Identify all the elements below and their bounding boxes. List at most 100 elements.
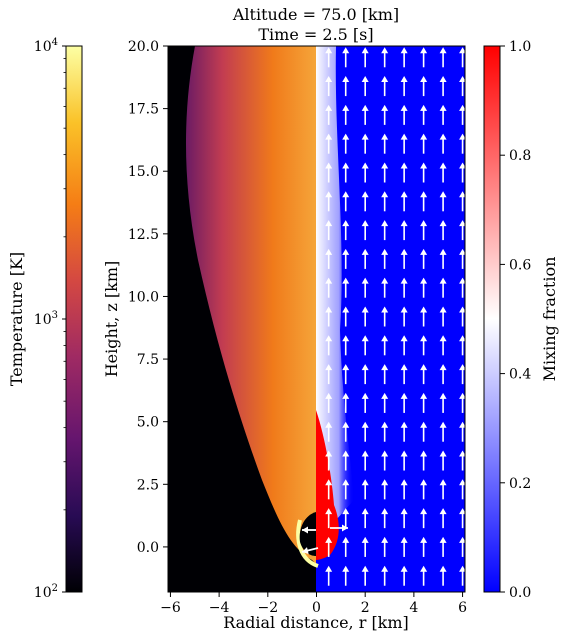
cold-region bbox=[168, 46, 316, 592]
velocity-arrow-head bbox=[400, 536, 408, 543]
velocity-arrow-head bbox=[342, 248, 350, 255]
velocity-arrow-head bbox=[400, 364, 408, 371]
velocity-arrow-head bbox=[439, 364, 447, 371]
velocity-arrow-head bbox=[439, 162, 447, 169]
velocity-arrow-head bbox=[381, 565, 389, 572]
temperature-colorbar-fill bbox=[65, 45, 83, 593]
velocity-arrow-head bbox=[342, 133, 350, 140]
mixing-label: Mixing fraction bbox=[540, 257, 559, 382]
velocity-arrow-head bbox=[459, 47, 465, 54]
velocity-arrow-head bbox=[325, 191, 333, 198]
velocity-arrow-head bbox=[459, 421, 465, 428]
velocity-arrow-head bbox=[325, 76, 333, 83]
velocity-arrow-head bbox=[342, 392, 350, 399]
x-tick-label: −4 bbox=[209, 600, 230, 616]
velocity-arrow-head bbox=[420, 421, 428, 428]
velocity-arrow-head bbox=[439, 508, 447, 515]
velocity-arrow-head bbox=[381, 508, 389, 515]
velocity-arrow-head bbox=[325, 392, 333, 399]
shock-arrow-head bbox=[302, 547, 309, 554]
temperature-ticks: 102 103 104 bbox=[34, 37, 66, 601]
x-axis-label: Radial distance, r [km] bbox=[223, 613, 409, 632]
shock-arrow-head bbox=[302, 526, 308, 534]
bow-shock-glow bbox=[296, 519, 319, 568]
velocity-arrow-head bbox=[361, 104, 369, 111]
mixing-ticks: 0.0 0.2 0.4 0.6 0.8 1.0 bbox=[500, 39, 531, 601]
velocity-arrow-head bbox=[361, 47, 369, 54]
velocity-arrow-head bbox=[325, 421, 333, 428]
velocity-arrow-head bbox=[381, 248, 389, 255]
velocity-arrow-head bbox=[459, 76, 465, 83]
velocity-arrow-head bbox=[439, 479, 447, 486]
mixing-colorbar: 0.0 0.2 0.4 0.6 0.8 1.0 Mixing fraction bbox=[483, 39, 559, 601]
x-tick-label: 4 bbox=[409, 600, 418, 616]
velocity-arrow-head bbox=[459, 162, 465, 169]
mixing-tick-label: 0.2 bbox=[509, 476, 531, 492]
velocity-arrow-head bbox=[420, 191, 428, 198]
velocity-arrow-head bbox=[420, 450, 428, 457]
velocity-arrow-head bbox=[381, 306, 389, 313]
x-tick-label: 0 bbox=[312, 600, 321, 616]
velocity-arrow-head bbox=[400, 565, 408, 572]
x-tick-label: 6 bbox=[458, 600, 467, 616]
velocity-arrow-head bbox=[361, 335, 369, 342]
velocity-arrow-head bbox=[361, 220, 369, 227]
velocity-arrow-head bbox=[439, 191, 447, 198]
velocity-arrow-head bbox=[325, 364, 333, 371]
velocity-arrow-head bbox=[381, 536, 389, 543]
velocity-arrow-head bbox=[420, 508, 428, 515]
y-tick-label: 5.0 bbox=[137, 415, 159, 431]
velocity-arrow-head bbox=[342, 364, 350, 371]
velocity-arrow-head bbox=[459, 104, 465, 111]
velocity-arrow-head bbox=[400, 248, 408, 255]
velocity-arrow-head bbox=[420, 47, 428, 54]
velocity-arrow-head bbox=[361, 565, 369, 572]
velocity-arrow-head bbox=[342, 162, 350, 169]
velocity-arrow-head bbox=[400, 76, 408, 83]
velocity-arrow-head bbox=[459, 392, 465, 399]
y-tick-label: 2.5 bbox=[137, 477, 159, 493]
velocity-arrow-head bbox=[459, 450, 465, 457]
velocity-arrow-head bbox=[361, 162, 369, 169]
velocity-arrow-head bbox=[420, 76, 428, 83]
mixing-tick-label: 1.0 bbox=[509, 39, 531, 55]
velocity-arrow-head bbox=[342, 479, 350, 486]
velocity-arrow-head bbox=[439, 565, 447, 572]
y-tick-label: 0.0 bbox=[137, 540, 159, 556]
velocity-arrow-head bbox=[439, 536, 447, 543]
y-tick-label: 12.5 bbox=[128, 227, 159, 243]
velocity-arrow-head bbox=[400, 421, 408, 428]
velocity-arrow-head bbox=[325, 565, 333, 572]
velocity-arrow-head bbox=[381, 220, 389, 227]
velocity-arrow-head bbox=[381, 191, 389, 198]
velocity-arrow-head bbox=[342, 220, 350, 227]
velocity-arrow-head bbox=[381, 47, 389, 54]
velocity-arrow-head bbox=[381, 421, 389, 428]
velocity-arrow-head bbox=[342, 335, 350, 342]
velocity-arrow-head bbox=[400, 277, 408, 284]
velocity-arrow-head bbox=[420, 479, 428, 486]
velocity-arrow-head bbox=[325, 47, 333, 54]
velocity-arrow-head bbox=[439, 76, 447, 83]
velocity-arrow-head bbox=[400, 133, 408, 140]
temperature-tick-label: 103 bbox=[34, 310, 58, 328]
velocity-arrow-head bbox=[459, 364, 465, 371]
velocity-arrow-head bbox=[459, 306, 465, 313]
velocity-arrow-head bbox=[459, 220, 465, 227]
y-tick-label: 17.5 bbox=[128, 102, 159, 118]
velocity-arrow-head bbox=[400, 392, 408, 399]
velocity-arrow-head bbox=[325, 248, 333, 255]
velocity-arrow-head bbox=[361, 479, 369, 486]
velocity-arrow-head bbox=[342, 421, 350, 428]
velocity-arrow-head bbox=[420, 133, 428, 140]
velocity-arrow-head bbox=[325, 162, 333, 169]
velocity-arrow-head bbox=[459, 191, 465, 198]
velocity-arrow-head bbox=[325, 277, 333, 284]
y-axis-ticks: 0.0 2.5 5.0 7.5 10.0 12.5 15.0 17.5 20.0 bbox=[128, 39, 168, 556]
velocity-arrow-head bbox=[361, 277, 369, 284]
velocity-arrow-head bbox=[361, 248, 369, 255]
velocity-arrow-head bbox=[400, 162, 408, 169]
velocity-arrow-head bbox=[459, 133, 465, 140]
velocity-arrow-head bbox=[361, 421, 369, 428]
velocity-arrow-head bbox=[400, 104, 408, 111]
